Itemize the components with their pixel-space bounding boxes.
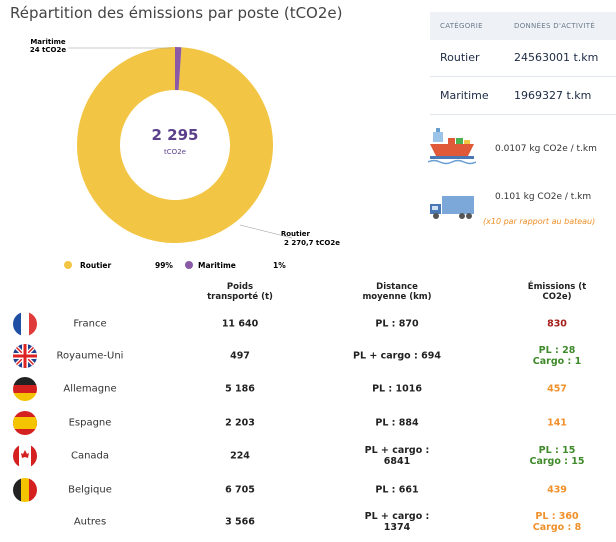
weight: 497 (230, 350, 250, 362)
chart-title: Répartition des émissions par poste (tCO… (10, 4, 343, 22)
emission-line: PL : 15 (538, 445, 576, 456)
cell: Maritime (440, 89, 489, 102)
emission-line: 141 (547, 417, 567, 429)
factor-note: (x10 par rapport au bateau) (483, 217, 596, 226)
factor: 0.0107 kg CO2e / t.km (495, 144, 597, 154)
country: Allemagne (63, 383, 117, 395)
weight: 5 186 (225, 383, 255, 395)
truck-icon (430, 196, 474, 219)
distance: PL + cargo : 694 (353, 350, 441, 362)
legend-label: Routier (80, 261, 112, 270)
table-header (430, 12, 616, 40)
cell: 24563001 t.km (514, 51, 599, 64)
distance: PL : 661 (375, 484, 419, 496)
flag (13, 444, 37, 468)
emissions: 457 (547, 384, 567, 395)
flag (13, 312, 37, 336)
column-header: Émissions (t CO2e) (527, 282, 587, 302)
emissions: 439 (547, 485, 567, 496)
emission-line: Cargo : 15 (529, 456, 585, 467)
legend-swatch (64, 261, 72, 269)
donut-chart: 2 295 tCO2e Maritime 24 tCO2e Routier 2 … (30, 38, 340, 270)
cell: Routier (440, 51, 480, 64)
weight: 6 705 (225, 484, 255, 496)
slice-value: 2 270,7 tCO2e (284, 239, 340, 247)
weight: 11 640 (221, 318, 259, 330)
separator (430, 76, 616, 77)
distance: PL : 884 (375, 417, 419, 429)
cell: 1969327 t.km (514, 89, 592, 102)
total: 2 295 (152, 126, 199, 144)
weight: 2 203 (225, 417, 255, 429)
flag (13, 478, 37, 502)
separator (430, 114, 616, 115)
emission-line: PL : 28 (538, 345, 576, 356)
header-cell: CATÉGORIE (440, 22, 483, 30)
country: Autres (73, 516, 107, 528)
distance: PL : 1016 (372, 383, 422, 395)
legend-share: 99% (155, 261, 173, 270)
total-unit: tCO2e (164, 148, 186, 156)
emission-line: 457 (547, 383, 567, 395)
country: Espagne (68, 417, 112, 429)
distance: PL + cargo : 1374 (364, 511, 430, 533)
factor: 0.101 kg CO2e / t.km (495, 192, 592, 202)
distance: PL + cargo : 6841 (364, 445, 430, 467)
slice-label: Routier (281, 230, 311, 238)
emissions: 830 (547, 319, 567, 330)
flag (13, 377, 37, 401)
legend-swatch (185, 261, 193, 269)
emissions: PL : 28 Cargo : 1 (533, 345, 581, 367)
flag (13, 411, 37, 435)
emission-line: 439 (547, 484, 567, 496)
emissions: 141 (547, 418, 567, 429)
slice-label: Maritime (30, 38, 66, 46)
country: Royaume-Uni (56, 350, 124, 362)
distance: PL : 870 (375, 318, 419, 330)
flag (13, 344, 37, 368)
emission-line: PL : 360 (535, 511, 579, 522)
emissions: PL : 360 Cargo : 8 (533, 511, 581, 533)
leader (239, 224, 293, 239)
country: Canada (70, 450, 110, 462)
donut-slice (175, 47, 182, 91)
weight: 224 (230, 450, 250, 462)
header-cell: DONNÉES D'ACTIVITÉ (514, 22, 596, 30)
weight: 3 566 (225, 516, 255, 528)
ship-icon (428, 128, 476, 165)
legend-label: Maritime (198, 261, 236, 270)
column-header: Poids transporté (t) (207, 282, 273, 302)
slice-value: 24 tCO2e (30, 46, 66, 54)
emissions: PL : 15 Cargo : 15 (529, 445, 584, 467)
emission-line: 830 (547, 318, 567, 330)
country: France (73, 318, 107, 330)
emission-line: Cargo : 1 (532, 356, 582, 367)
emission-line: Cargo : 8 (532, 522, 582, 533)
column-header: Distance moyenne (km) (362, 282, 432, 302)
donut-slice (77, 47, 274, 243)
legend-share: 1% (273, 261, 286, 270)
country: Belgique (68, 484, 112, 496)
